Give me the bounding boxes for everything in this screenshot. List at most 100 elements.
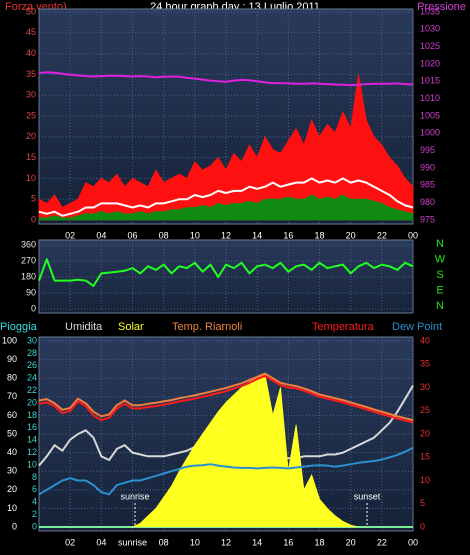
y3-tick-label: 22 [27,385,37,395]
y3-tick-label: 16 [27,422,37,432]
y-tick-label: 20 [26,131,36,141]
y-tick-label: 80 [7,373,17,383]
y-tick-label: 40 [26,48,36,58]
x-tick-label: 02 [65,537,75,547]
y2-tick-label: 1015 [420,76,440,86]
y2-tick-label: 1035 [420,6,440,16]
y-tick-label: 60 [7,410,17,420]
y3-tick-label: 28 [27,348,37,358]
y-tick-label: 360 [21,239,36,249]
legend-entry: Umidita [65,321,103,333]
series-line [38,258,414,287]
compass-label: N [436,300,444,312]
y-tick-label: 0 [31,303,36,313]
y3-tick-label: 18 [27,410,37,420]
y-tick-label: 20 [7,484,17,494]
y-tick-label: 0 [12,521,17,531]
series-line [38,372,414,422]
y-tick-label: 30 [7,466,17,476]
series-line [38,177,414,217]
x-tick-label: 20 [346,537,356,547]
series-line [38,71,414,87]
legend-entry: Solar [118,321,144,333]
y2-tick-label: 35 [420,359,430,369]
y2-tick-label: 0 [420,521,425,531]
x-tick-label: 04 [96,537,106,547]
y2-tick-label: 1030 [420,24,440,34]
series-area [39,373,413,528]
x-tick-label: 08 [159,230,169,240]
y2-tick-label: 990 [420,162,435,172]
y-tick-label: 40 [7,447,17,457]
y-tick-label: 90 [26,287,36,297]
y3-tick-label: 14 [27,435,37,445]
y-tick-label: 90 [7,354,17,364]
y2-tick-label: 15 [420,452,430,462]
x-tick-label: 22 [377,537,387,547]
x-tick-label: 14 [252,537,262,547]
y3-tick-label: 20 [27,397,37,407]
compass-label: N [436,238,444,250]
y-tick-label: 100 [2,335,17,345]
x-tick-label: 02 [65,230,75,240]
y-tick-label: 0 [31,214,36,224]
y2-tick-label: 1025 [420,41,440,51]
x-tick-label: 18 [314,537,324,547]
x-tick-label: 10 [190,230,200,240]
y-tick-label: 50 [7,428,17,438]
y2-tick-label: 985 [420,180,435,190]
y2-tick-label: 995 [420,145,435,155]
y2-axis-title: Pressione [417,1,466,13]
series-area [38,194,414,221]
y2-tick-label: 1020 [420,58,440,68]
y3-tick-label: 8 [32,472,37,482]
y3-tick-label: 6 [32,484,37,494]
y2-tick-label: 980 [420,197,435,207]
x-tick-label: 12 [221,537,231,547]
x-tick-label: 04 [96,230,106,240]
y-tick-label: 15 [26,152,36,162]
y-tick-label: 10 [7,503,17,513]
compass-label: E [436,284,443,296]
annotation: sunrise [120,491,149,501]
x-tick-label: 06 [127,230,137,240]
y3-tick-label: 24 [27,373,37,383]
y-tick-label: 70 [7,391,17,401]
x-tick-label: 08 [159,537,169,547]
y-tick-label: 270 [21,255,36,265]
y-tick-label: 35 [26,69,36,79]
y2-tick-label: 5 [420,498,425,508]
y-tick-label: 180 [21,271,36,281]
x-tick-label: 00 [408,537,418,547]
y3-tick-label: 12 [27,447,37,457]
legend-entry: Dew Point [392,321,442,333]
y-tick-label: 10 [26,173,36,183]
y-tick-label: 45 [26,27,36,37]
y3-tick-label: 30 [27,335,37,345]
x-tick-label: 00 [408,230,418,240]
series-line [38,447,414,496]
compass-label: W [435,253,446,265]
y3-tick-label: 4 [32,497,37,507]
y3-tick-label: 0 [32,521,37,531]
y2-tick-label: 40 [420,335,430,345]
y2-tick-label: 975 [420,214,435,224]
y3-tick-label: 10 [27,459,37,469]
y2-tick-label: 25 [420,405,430,415]
y-tick-label: 30 [26,90,36,100]
x-tick-label: sunrise [118,537,147,547]
y-tick-label: 5 [31,194,36,204]
y2-tick-label: 20 [420,428,430,438]
x-tick-label: 20 [346,230,356,240]
series-area [38,74,414,221]
y-tick-label: 25 [26,110,36,120]
compass-label: S [436,269,443,281]
y2-tick-label: 1000 [420,128,440,138]
x-tick-label: 16 [283,537,293,547]
x-tick-label: 22 [377,230,387,240]
series-line [38,374,414,424]
y-tick-label: 50 [26,6,36,16]
legend-entry: Temp. Riarnoli [172,321,242,333]
x-tick-label: 18 [314,230,324,240]
